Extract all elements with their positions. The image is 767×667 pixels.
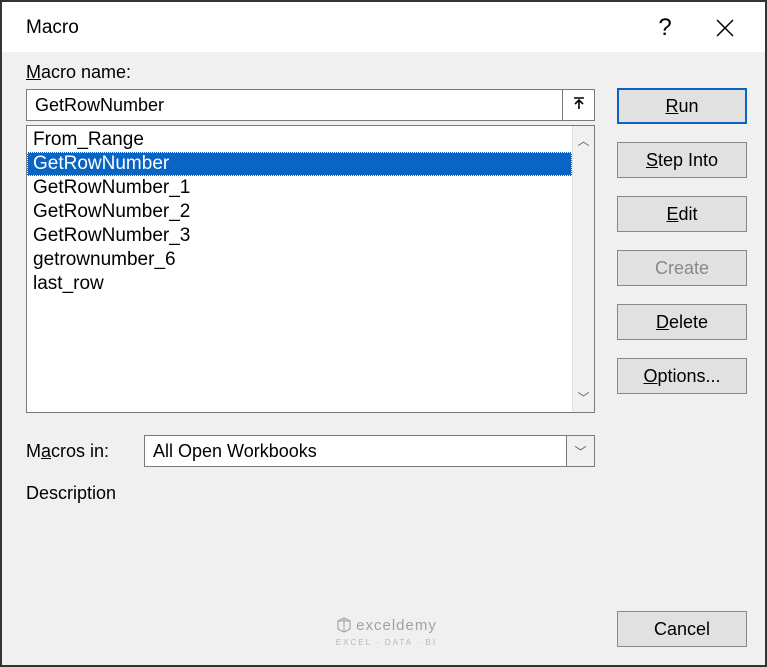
macro-name-row bbox=[26, 89, 595, 121]
list-item[interactable]: getrownumber_6 bbox=[27, 248, 572, 272]
titlebar: Macro ? bbox=[2, 2, 765, 52]
list-item[interactable]: GetRowNumber_1 bbox=[27, 176, 572, 200]
logo-icon bbox=[336, 617, 352, 633]
watermark-text: exceldemy bbox=[356, 618, 437, 633]
right-column: Run Step Into Edit Create Delete Options… bbox=[617, 62, 747, 597]
dropdown-button[interactable]: ﹀ bbox=[567, 435, 595, 467]
close-button[interactable] bbox=[705, 12, 745, 44]
macros-in-row: Macros in: All Open Workbooks ﹀ bbox=[26, 435, 595, 467]
scroll-down-icon[interactable]: ﹀ bbox=[577, 389, 589, 406]
macro-list[interactable]: From_Range GetRowNumber GetRowNumber_1 G… bbox=[27, 126, 572, 412]
cancel-button[interactable]: Cancel bbox=[617, 611, 747, 647]
upload-icon bbox=[571, 97, 587, 113]
list-scrollbar[interactable]: ︿ ﹀ bbox=[572, 126, 594, 412]
run-button[interactable]: Run bbox=[617, 88, 747, 124]
watermark: exceldemy EXCEL · DATA · BI bbox=[336, 617, 437, 647]
dialog-title: Macro bbox=[26, 17, 625, 39]
list-item[interactable]: GetRowNumber_2 bbox=[27, 200, 572, 224]
dialog-footer: exceldemy EXCEL · DATA · BI Cancel bbox=[2, 611, 765, 665]
macro-list-container: From_Range GetRowNumber GetRowNumber_1 G… bbox=[26, 125, 595, 413]
chevron-down-icon: ﹀ bbox=[574, 443, 586, 460]
scroll-up-icon[interactable]: ︿ bbox=[577, 132, 589, 149]
list-item[interactable]: From_Range bbox=[27, 128, 572, 152]
options-button[interactable]: Options... bbox=[617, 358, 747, 394]
delete-button[interactable]: Delete bbox=[617, 304, 747, 340]
watermark-subtext: EXCEL · DATA · BI bbox=[336, 639, 437, 647]
description-label: Description bbox=[26, 483, 595, 504]
step-into-button[interactable]: Step Into bbox=[617, 142, 747, 178]
macro-dialog: Macro ? Macro name: From_Range GetRowNum… bbox=[2, 2, 765, 665]
dialog-body: Macro name: From_Range GetRowNumber GetR… bbox=[2, 52, 765, 611]
macros-in-select-wrap: All Open Workbooks ﹀ bbox=[144, 435, 595, 467]
macro-name-label: Macro name: bbox=[26, 62, 595, 83]
macro-name-input[interactable] bbox=[26, 89, 563, 121]
goto-button[interactable] bbox=[563, 89, 595, 121]
macros-in-label: Macros in: bbox=[26, 441, 126, 462]
edit-button[interactable]: Edit bbox=[617, 196, 747, 232]
list-item[interactable]: last_row bbox=[27, 272, 572, 296]
help-button[interactable]: ? bbox=[645, 12, 685, 44]
macros-in-select[interactable]: All Open Workbooks bbox=[144, 435, 567, 467]
left-column: Macro name: From_Range GetRowNumber GetR… bbox=[26, 62, 595, 597]
create-button: Create bbox=[617, 250, 747, 286]
list-item[interactable]: GetRowNumber_3 bbox=[27, 224, 572, 248]
list-item[interactable]: GetRowNumber bbox=[27, 152, 572, 176]
